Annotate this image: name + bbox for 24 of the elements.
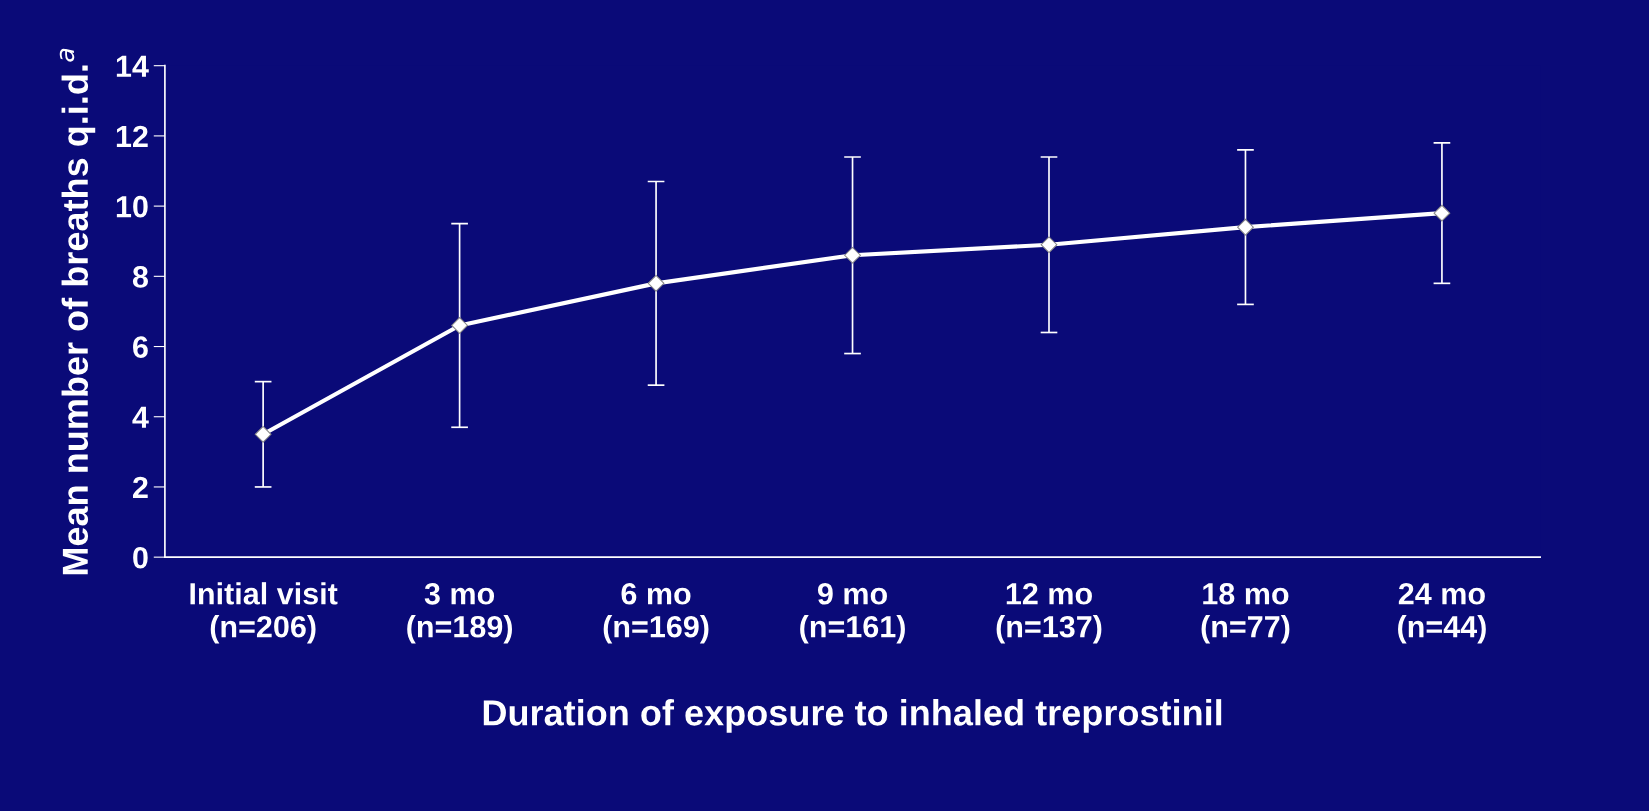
x-tick-label: 24 mo (n=44) xyxy=(1398,582,1486,644)
x-tick-label: 6 mo (n=169) xyxy=(603,582,709,644)
point xyxy=(647,274,665,292)
y-tick-label: 6 xyxy=(133,336,148,358)
point xyxy=(1433,204,1451,222)
x-tick-label: Initial visit (n=206) xyxy=(190,582,338,644)
x-tick-label: 12 mo (n=137) xyxy=(996,582,1102,644)
point xyxy=(844,246,861,264)
y-tick-label: 12 xyxy=(116,125,148,147)
point xyxy=(1040,236,1058,254)
y-tick-label: 8 xyxy=(132,266,148,288)
y-tick-label: 10 xyxy=(116,195,148,218)
point xyxy=(1237,218,1254,236)
point xyxy=(254,425,272,443)
x-tick-label: 18 mo (n=77) xyxy=(1201,582,1290,644)
y-tick-label: 14 xyxy=(116,55,149,77)
y-tick-label: 0 xyxy=(133,546,148,569)
x-axis-title: Duration of exposure to inhaled treprostinil xyxy=(483,699,1222,733)
y-axis-title: Mean number of breaths q.i.d.$^{a}$ xyxy=(59,48,96,575)
x-tick-label: 3 mo (n=189) xyxy=(407,582,512,644)
y-tick-label: 4 xyxy=(132,406,149,428)
y-tick-label: 2 xyxy=(133,476,148,499)
x-tick-label: 9 mo (n=161) xyxy=(800,582,905,644)
point xyxy=(451,317,468,334)
